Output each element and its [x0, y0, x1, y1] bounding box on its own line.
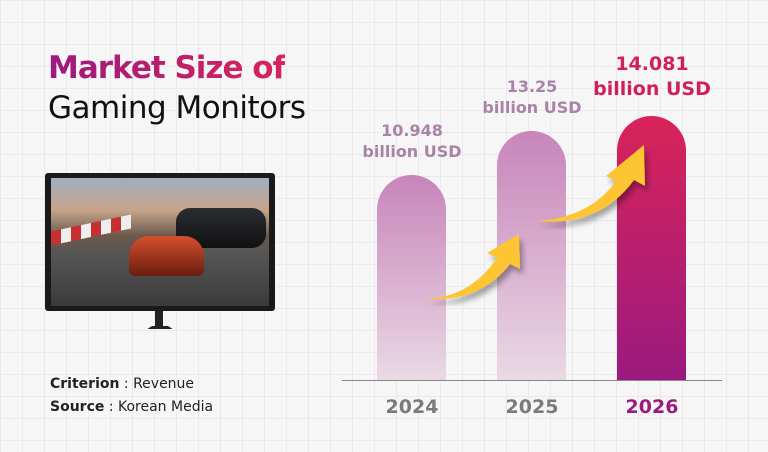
unit-text: billion USD: [482, 98, 582, 118]
monitor-foot: [120, 326, 200, 347]
tick-label-2025: 2025: [505, 396, 559, 418]
gaming-monitor-image: [45, 173, 275, 311]
criterion-value: : Revenue: [119, 376, 195, 392]
source-label: Source: [50, 399, 105, 415]
data-label-2024: 10.948 billion USD: [342, 120, 482, 162]
value-text: 13.25: [506, 77, 558, 97]
unit-text: billion USD: [362, 141, 462, 161]
data-label-2026: 14.081 billion USD: [582, 52, 722, 102]
monitor-stand: [155, 311, 163, 327]
title-line1: Market Size of: [48, 50, 286, 86]
criterion: Criterion : Revenue: [50, 376, 194, 392]
x-axis: [342, 380, 722, 381]
arrow-icon: [535, 145, 645, 222]
data-label-2025: 13.25 billion USD: [462, 76, 602, 118]
arrow-icon: [424, 234, 520, 300]
criterion-label: Criterion: [50, 376, 120, 392]
tick-label-2024: 2024: [385, 396, 439, 418]
value-text: 14.081: [615, 52, 689, 75]
title-line2: Gaming Monitors: [48, 90, 306, 126]
tick-label-2026: 2026: [625, 396, 679, 418]
value-text: 10.948: [381, 120, 443, 140]
bar-2024: [377, 174, 446, 380]
source: Source : Korean Media: [50, 399, 213, 415]
unit-text: billion USD: [593, 77, 711, 100]
source-value: : Korean Media: [104, 399, 214, 415]
